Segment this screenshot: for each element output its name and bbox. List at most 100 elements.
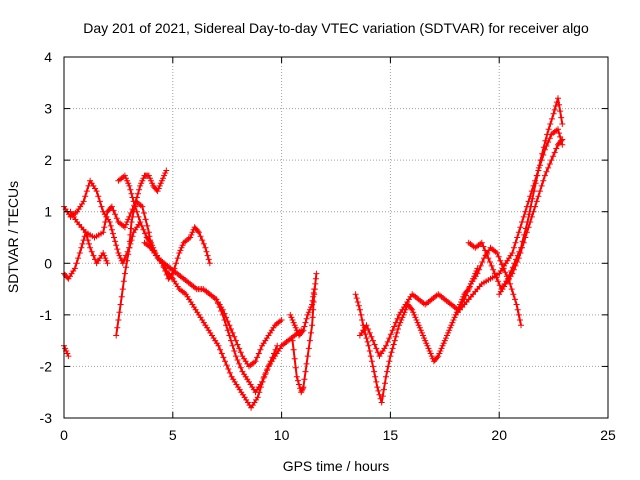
y-tick-label: -1 [40,307,53,323]
data-point-marker [382,380,388,387]
data-point-marker [129,194,136,201]
data-point-marker [119,286,126,293]
data-point-marker [496,282,503,289]
data-point-marker [371,368,378,375]
data-point-marker [391,337,398,344]
series-track-j [287,286,318,339]
data-point-marker [136,186,143,193]
chart-title: Day 201 of 2021, Sidereal Day-to-day VTE… [83,20,589,36]
ticks: 0 5 10 15 20 25 -3 -2 -1 0 1 2 3 4 [40,49,616,443]
series-track-k [352,265,481,406]
data-point-marker [107,222,114,229]
series-line [215,299,302,394]
data-point-marker [556,130,562,137]
data-point-marker [237,364,244,371]
data-point-marker [538,157,545,164]
data-point-marker [363,335,370,342]
data-point-marker [114,246,121,253]
data-point-marker [313,270,320,277]
data-point-marker [551,149,558,156]
x-tick-label: 15 [383,427,399,443]
data-point-marker [174,255,181,262]
data-point-marker [226,332,233,339]
data-point-marker [420,332,426,339]
data-point-marker [515,311,522,318]
series-track-n [452,126,566,318]
data-point-marker [478,239,485,246]
data-point-marker [537,188,543,195]
data-point-marker [365,342,372,349]
data-point-marker [103,213,110,220]
y-tick-label: 2 [44,152,52,168]
data-point-marker [215,300,221,307]
data-point-marker [373,378,380,385]
data-point-marker [373,345,380,352]
data-point-marker [356,306,363,313]
data-point-marker [514,234,521,241]
data-point-marker [123,175,129,182]
data-point-marker [220,354,227,361]
data-point-marker [195,229,202,236]
data-point-marker [440,340,447,347]
data-point-marker [497,257,504,264]
data-point-marker [306,306,313,313]
data-point-marker [114,324,121,331]
data-point-marker [535,193,542,200]
data-point-marker [476,266,483,273]
data-point-marker [84,237,91,244]
data-point-marker [291,355,298,362]
data-point-marker [515,229,522,236]
data-point-marker [417,327,424,334]
data-point-marker [290,346,297,353]
data-point-marker [223,322,230,329]
data-point-marker [232,353,239,360]
data-point-marker [302,319,309,326]
data-point-marker [204,252,211,259]
data-point-marker [543,143,550,149]
data-point-marker [137,219,144,225]
series-track-b [61,229,111,282]
data-point-marker [550,110,557,117]
data-point-marker [525,224,532,231]
data-point-marker [301,376,308,383]
data-point-marker [559,121,566,127]
data-point-marker [78,244,85,251]
data-point-marker [93,188,100,195]
data-point-marker [308,304,314,311]
data-point-marker [509,250,516,256]
data-point-marker [221,317,228,323]
data-point-marker [133,208,140,215]
data-point-marker [434,354,441,361]
data-point-marker [79,240,86,247]
data-point-marker [234,357,241,363]
data-point-marker [513,301,520,308]
data-point-marker [309,314,316,321]
data-point-marker [299,385,306,392]
data-point-marker [125,180,132,187]
data-point-marker [218,308,225,314]
data-point-marker [161,172,168,179]
data-point-marker [555,126,561,133]
data-point-marker [387,353,394,360]
data-point-marker [71,265,78,272]
data-point-marker [177,247,184,254]
data-point-marker [110,230,116,237]
data-point-marker [76,250,83,256]
data-point-marker [135,213,142,220]
data-point-marker [73,260,80,267]
data-point-marker [528,213,535,220]
data-point-marker [309,297,316,304]
data-point-marker [119,260,126,267]
data-point-marker [254,394,261,401]
data-point-marker [477,262,484,269]
data-point-marker [548,157,555,164]
data-point-marker [237,349,244,356]
data-point-marker [154,188,161,195]
data-point-marker [389,345,396,352]
data-point-marker [482,247,489,254]
data-point-marker [173,260,180,267]
data-point-marker [528,188,535,195]
data-point-marker [386,335,393,342]
data-point-marker [82,193,89,200]
